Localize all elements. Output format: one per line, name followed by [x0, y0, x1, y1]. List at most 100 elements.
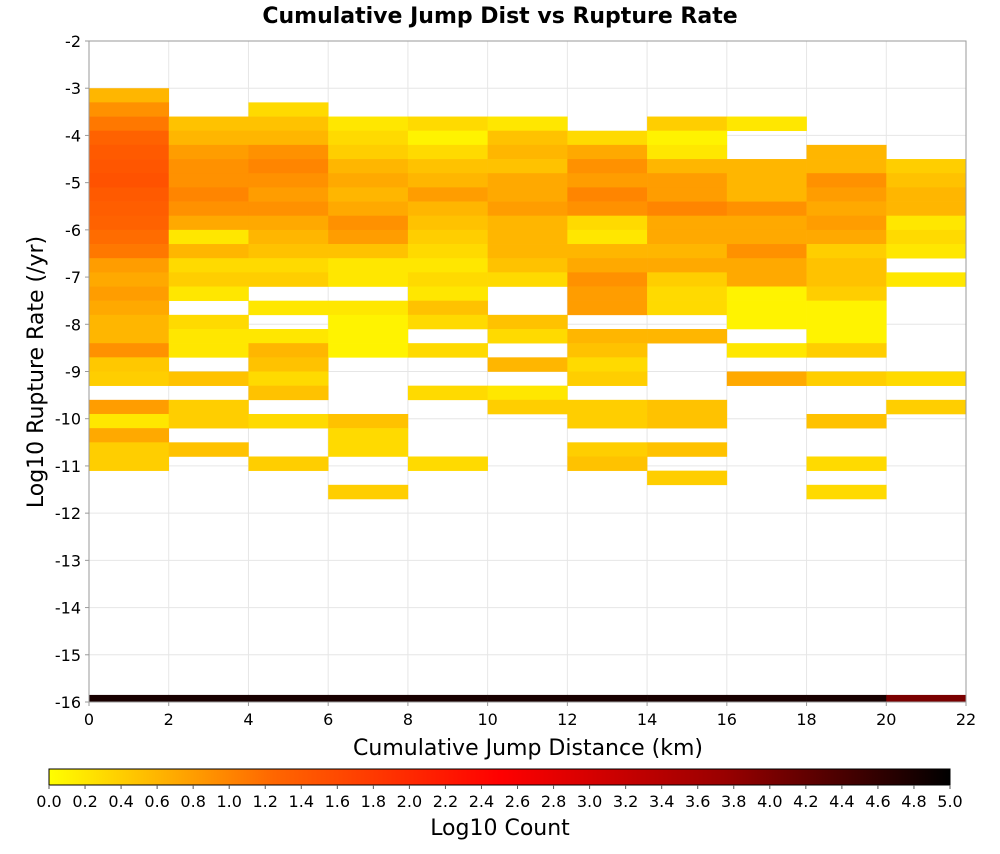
heatmap-cell: [806, 413, 887, 429]
baseline-cell: [647, 694, 728, 702]
heatmap-cell: [407, 229, 488, 245]
heatmap-cell: [407, 272, 488, 287]
heatmap-cell: [647, 215, 728, 231]
baseline-cell: [726, 694, 807, 702]
x-tick-label: 22: [956, 710, 976, 729]
y-tick-label: -5: [65, 174, 81, 193]
heatmap-cell: [328, 428, 409, 443]
heatmap-cell: [407, 116, 488, 132]
colorbar-tick-label: 1.6: [325, 792, 350, 811]
heatmap-cell: [726, 314, 807, 330]
heatmap-cell: [487, 187, 568, 202]
heatmap-cell: [248, 159, 329, 174]
heatmap-cell: [248, 173, 329, 188]
heatmap-cell: [168, 201, 249, 216]
heatmap-cell: [89, 187, 170, 202]
colorbar-tick-label: 3.0: [577, 792, 602, 811]
heatmap-cell: [726, 286, 807, 301]
colorbar-tick-label: 4.6: [865, 792, 890, 811]
heatmap-cell: [328, 314, 409, 330]
x-tick-label: 20: [876, 710, 896, 729]
colorbar-tick-label: 3.4: [649, 792, 674, 811]
colorbar-ticks: 0.0 0.2 0.4 0.6 0.8 1.0 1.2 1.4 1.6 1.8 2.0 2.2 2.4 2…: [36, 785, 963, 811]
heatmap-cell: [248, 116, 329, 132]
x-axis-label: Cumulative Jump Distance (km): [353, 736, 703, 761]
y-tick-label: -2: [65, 32, 81, 51]
heatmap-cell: [89, 144, 170, 160]
heatmap-cell: [328, 229, 409, 245]
heatmap-cell: [567, 399, 648, 415]
y-tick-label: -14: [55, 599, 81, 618]
y-tick-label: -3: [65, 79, 81, 98]
heatmap-cell: [248, 229, 329, 245]
heatmap-cell: [407, 215, 488, 231]
heatmap-cell: [89, 173, 170, 188]
heatmap-cell: [328, 272, 409, 287]
heatmap-cell: [328, 130, 409, 146]
baseline-cell: [487, 694, 568, 702]
baseline-cell: [248, 694, 329, 702]
y-tick-label: -7: [65, 268, 81, 287]
heatmap-cell: [726, 187, 807, 202]
baseline-cell: [567, 694, 648, 702]
y-tick-label: -12: [55, 504, 81, 523]
y-tick-label: -10: [55, 410, 81, 429]
heatmap-cell: [567, 272, 648, 287]
heatmap-cell: [806, 343, 887, 358]
heatmap-cell: [726, 244, 807, 259]
colorbar-tick-label: 1.4: [289, 792, 314, 811]
heatmap-cell: [168, 442, 249, 457]
x-tick-label: 14: [637, 710, 657, 729]
heatmap-cell: [806, 258, 887, 273]
heatmap-cell: [89, 371, 170, 386]
heatmap-cell: [328, 116, 409, 132]
heatmap-cell: [806, 314, 887, 330]
heatmap-cells: [89, 88, 967, 702]
heatmap-cell: [89, 343, 170, 358]
heatmap-cell: [647, 130, 728, 146]
baseline-cell: [407, 694, 488, 702]
heatmap-cell: [487, 399, 568, 415]
heatmap-cell: [248, 385, 329, 401]
heatmap-cell: [886, 244, 967, 259]
colorbar-tick-label: 0.0: [36, 792, 61, 811]
heatmap-cell: [328, 244, 409, 259]
heatmap-cell: [567, 442, 648, 457]
heatmap-cell: [168, 399, 249, 415]
heatmap-cell: [886, 159, 967, 174]
heatmap-cell: [647, 187, 728, 202]
heatmap-cell: [647, 399, 728, 415]
heatmap-cell: [328, 215, 409, 231]
heatmap-cell: [726, 300, 807, 316]
heatmap-cell: [168, 343, 249, 358]
heatmap-cell: [89, 314, 170, 330]
colorbar: [48, 768, 951, 786]
x-tick-label: 8: [403, 710, 413, 729]
heatmap-cell: [806, 173, 887, 188]
heatmap-cell: [487, 159, 568, 174]
heatmap-cell: [567, 456, 648, 471]
heatmap-cell: [487, 215, 568, 231]
heatmap-cell: [487, 329, 568, 344]
heatmap-cell: [886, 187, 967, 202]
heatmap-cell: [886, 371, 967, 386]
heatmap-cell: [407, 286, 488, 301]
heatmap-cell: [328, 413, 409, 429]
heatmap-cell: [567, 201, 648, 216]
heatmap-cell: [407, 314, 488, 330]
heatmap-cell: [726, 116, 807, 132]
heatmap-cell: [248, 130, 329, 146]
heatmap-cell: [806, 144, 887, 160]
heatmap-cell: [567, 371, 648, 386]
x-tick-label: 4: [243, 710, 253, 729]
heatmap-cell: [328, 300, 409, 316]
y-tick-label: -13: [55, 551, 81, 570]
colorbar-tick-label: 3.2: [613, 792, 638, 811]
heatmap-cell: [89, 300, 170, 316]
heatmap-cell: [886, 173, 967, 188]
baseline-cell: [89, 694, 170, 702]
heatmap-cell: [726, 343, 807, 358]
heatmap-cell: [328, 484, 409, 500]
heatmap-cell: [407, 159, 488, 174]
heatmap-cell: [407, 201, 488, 216]
